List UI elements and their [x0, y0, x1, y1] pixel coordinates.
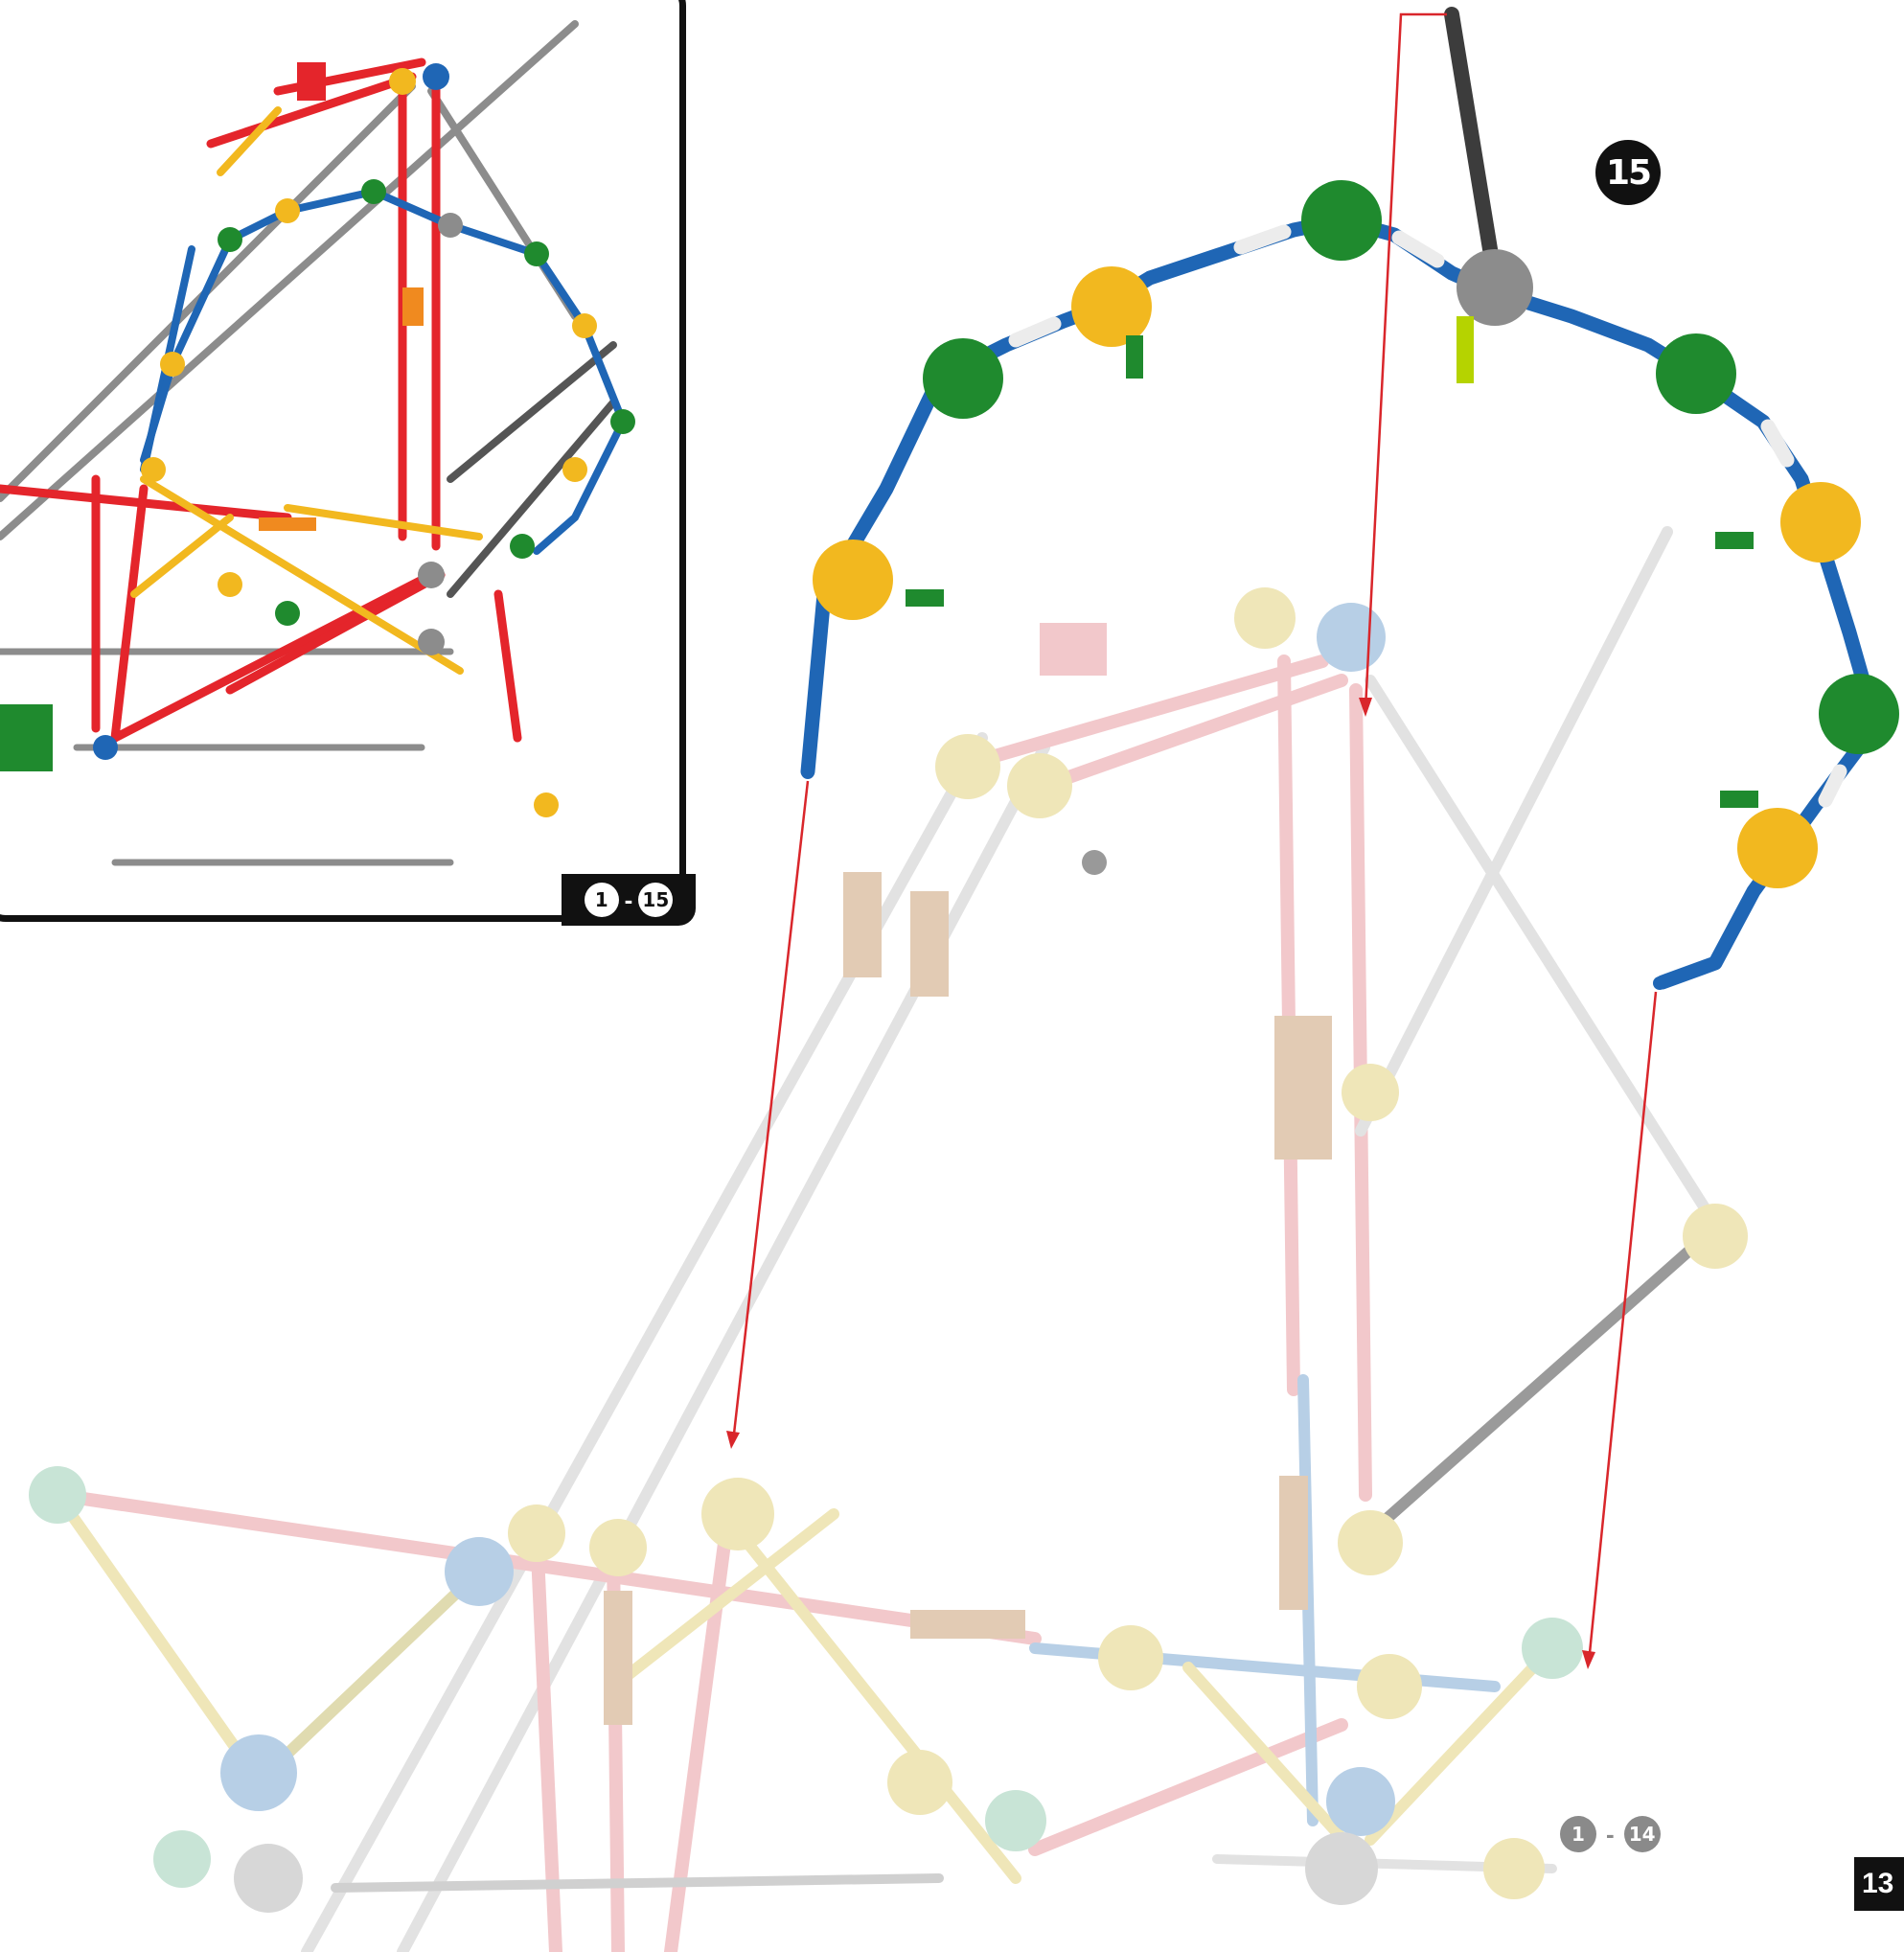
inset-panel	[0, 0, 686, 922]
inset-range-start: 1	[584, 883, 619, 917]
inset-model-illustration	[0, 20, 635, 866]
previous-range-end: 14	[1623, 1816, 1661, 1852]
wheel-connectors	[813, 180, 1899, 888]
previous-steps-connectors	[29, 587, 1748, 1913]
placement-arrows	[726, 12, 1658, 1669]
inset-range-separator: -	[624, 884, 633, 914]
previous-range-separator: -	[1606, 1819, 1615, 1849]
previous-steps-model	[29, 526, 1748, 1952]
step-15-new-parts	[800, 7, 1899, 990]
inset-connectors	[0, 62, 635, 817]
step-number-badge: 15	[1595, 140, 1661, 205]
inset-range-label: 1 - 15	[562, 874, 696, 926]
inset-range-end: 15	[638, 883, 674, 917]
previous-range-start: 1	[1560, 1816, 1596, 1852]
previous-steps-label: 1 - 14	[1560, 1815, 1661, 1853]
page-number: 13	[1854, 1857, 1904, 1911]
